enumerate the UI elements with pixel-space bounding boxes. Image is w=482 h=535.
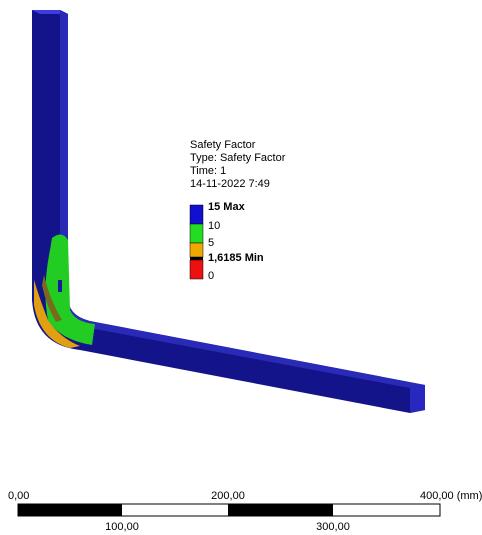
scale-segment xyxy=(18,504,122,516)
scale-label: 100,00 xyxy=(105,521,139,533)
legend-swatch xyxy=(189,223,204,244)
stress-spot xyxy=(58,280,62,292)
legend-time: Time: 1 xyxy=(190,165,226,177)
legend-swatch xyxy=(189,204,204,225)
beam-top-face xyxy=(32,10,68,14)
scale-label: 300,00 xyxy=(316,521,350,533)
beam-end-face xyxy=(410,385,425,413)
scale-label: 0,00 xyxy=(8,490,29,502)
stress-zone-orange xyxy=(34,280,80,348)
legend-label: 0 xyxy=(208,270,214,282)
scale-label: 200,00 xyxy=(211,490,245,502)
legend-label: 5 xyxy=(208,237,214,249)
legend-label: 10 xyxy=(208,220,220,232)
stress-zone-dark xyxy=(42,275,62,322)
legend-swatch xyxy=(189,242,204,258)
model xyxy=(32,10,425,413)
legend-date: 14-11-2022 7:49 xyxy=(190,178,270,190)
legend-title: Safety Factor xyxy=(190,139,256,151)
legend-label: 15 Max xyxy=(208,201,246,213)
scale-segment xyxy=(228,504,333,516)
legend-swatch xyxy=(189,259,204,280)
scale-label: 400,00 (mm) xyxy=(420,490,482,502)
legend-swatch xyxy=(190,257,203,260)
legend-label: 1,6185 Min xyxy=(208,252,264,264)
legend: Safety Factor Type: Safety Factor Time: … xyxy=(189,139,286,282)
scale-bar: 0,00 200,00 400,00 (mm) 100,00 300,00 xyxy=(8,490,482,533)
legend-type: Type: Safety Factor xyxy=(190,152,286,164)
beam-side-face xyxy=(60,10,425,388)
